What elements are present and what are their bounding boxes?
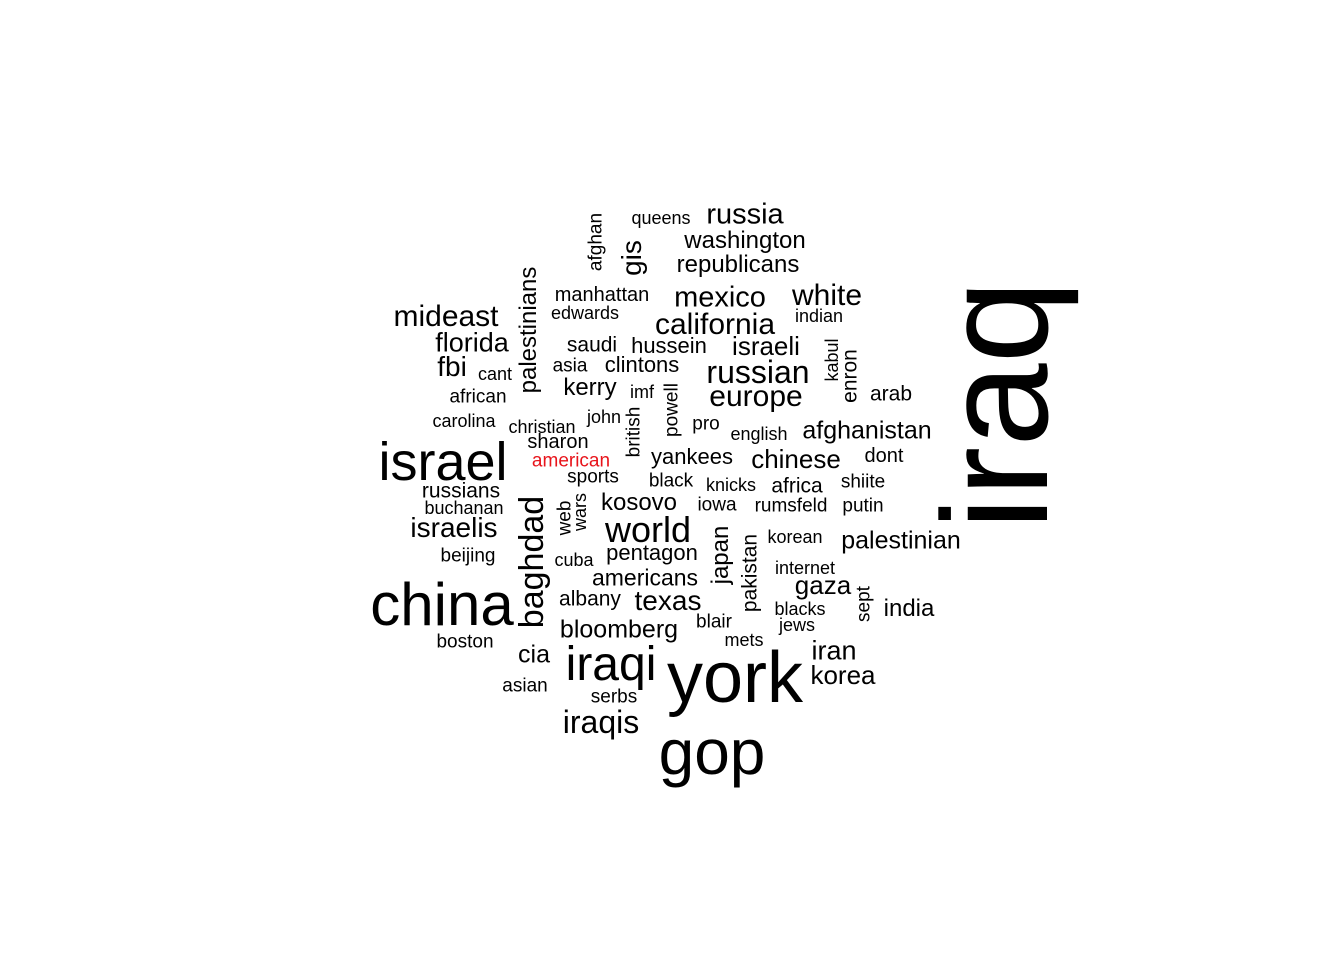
word-yankees: yankees [651, 444, 733, 469]
word-enron: enron [838, 349, 862, 403]
word-iowa: iowa [697, 494, 737, 516]
word-english: english [730, 424, 788, 444]
word-carolina: carolina [432, 411, 496, 431]
word-cant: cant [477, 364, 513, 384]
word-clintons: clintons [604, 352, 680, 377]
word-sharon: sharon [527, 431, 589, 453]
word-buchanan: buchanan [424, 498, 504, 518]
word-indian: indian [794, 306, 844, 326]
word-africa: africa [771, 474, 823, 498]
word-black: black [648, 470, 694, 492]
word-gaza: gaza [794, 570, 852, 600]
word-israel: israel [378, 432, 508, 492]
word-boston: boston [436, 631, 494, 653]
word-pentagon: pentagon [606, 540, 698, 565]
word-palestinian: palestinian [841, 526, 961, 555]
word-iraqis: iraqis [562, 704, 640, 740]
word-arab: arab [869, 382, 913, 406]
word-korea: korea [810, 660, 876, 690]
word-palestinians: palestinians [515, 266, 542, 394]
word-asian: asian [502, 675, 548, 697]
word-mexico: mexico [674, 281, 766, 314]
word-christian: christian [508, 417, 576, 437]
word-iraq: iraq [911, 279, 1079, 531]
word-powell: powell [661, 383, 683, 437]
word-shiite: shiite [840, 471, 886, 493]
word-british: british [623, 406, 645, 458]
word-japan: japan [707, 525, 734, 585]
word-pro: pro [692, 413, 720, 435]
word-manhattan: manhattan [554, 284, 650, 306]
word-iran: iran [811, 635, 857, 666]
word-cia: cia [518, 640, 550, 669]
word-sports: sports [567, 466, 619, 488]
word-white: white [791, 279, 863, 312]
word-china: china [370, 571, 514, 638]
word-baghdad: baghdad [513, 495, 551, 629]
word-asia: asia [552, 355, 588, 377]
word-europe: europe [709, 380, 803, 413]
word-texas: texas [634, 585, 702, 616]
word-knicks: knicks [705, 475, 757, 495]
word-kerry: kerry [563, 374, 617, 401]
word-afghanistan: afghanistan [802, 416, 932, 445]
word-wars: wars [570, 492, 590, 532]
word-india: india [883, 595, 935, 622]
word-korean: korean [767, 527, 823, 547]
word-cuba: cuba [554, 550, 594, 570]
word-kabul: kabul [822, 338, 842, 382]
word-mets: mets [724, 630, 764, 650]
word-chinese: chinese [751, 444, 841, 474]
word-israelis: israelis [410, 512, 498, 543]
word-rumsfeld: rumsfeld [754, 495, 828, 517]
word-california: california [654, 308, 776, 341]
word-american: american [531, 450, 611, 472]
word-saudi: saudi [566, 333, 618, 357]
word-imf: imf [630, 382, 654, 402]
word-gis: gis [616, 240, 647, 276]
word-sept: sept [853, 586, 875, 622]
word-republicans: republicans [676, 251, 800, 278]
word-fbi: fbi [437, 351, 467, 382]
word-pakistan: pakistan [738, 533, 762, 613]
word-bloomberg: bloomberg [559, 615, 679, 644]
word-russia: russia [706, 198, 784, 231]
word-americans: americans [591, 564, 699, 591]
word-john: john [586, 407, 622, 427]
word-african: african [449, 386, 507, 408]
word-blacks: blacks [774, 599, 826, 619]
word-blair: blair [696, 611, 732, 633]
word-russian: russian [706, 354, 810, 390]
word-florida: florida [435, 327, 509, 358]
word-russians: russians [421, 479, 501, 503]
word-putin: putin [842, 495, 884, 517]
word-jews: jews [778, 615, 816, 635]
word-serbs: serbs [590, 686, 638, 708]
word-dont: dont [864, 445, 904, 467]
word-israeli: israeli [732, 331, 800, 361]
word-kosovo: kosovo [600, 489, 678, 516]
word-edwards: edwards [550, 303, 620, 323]
word-hussein: hussein [631, 333, 707, 358]
word-york: york [666, 638, 804, 718]
word-iraqi: iraqi [565, 638, 657, 691]
word-afghan: afghan [585, 212, 607, 272]
word-queens: queens [631, 208, 691, 228]
word-gop: gop [658, 716, 766, 788]
word-mideast: mideast [393, 300, 499, 333]
word-washington: washington [684, 227, 806, 254]
word-internet: internet [774, 558, 836, 578]
word-beijing: beijing [440, 545, 496, 567]
word-albany: albany [559, 587, 621, 611]
word-world: world [604, 509, 692, 550]
